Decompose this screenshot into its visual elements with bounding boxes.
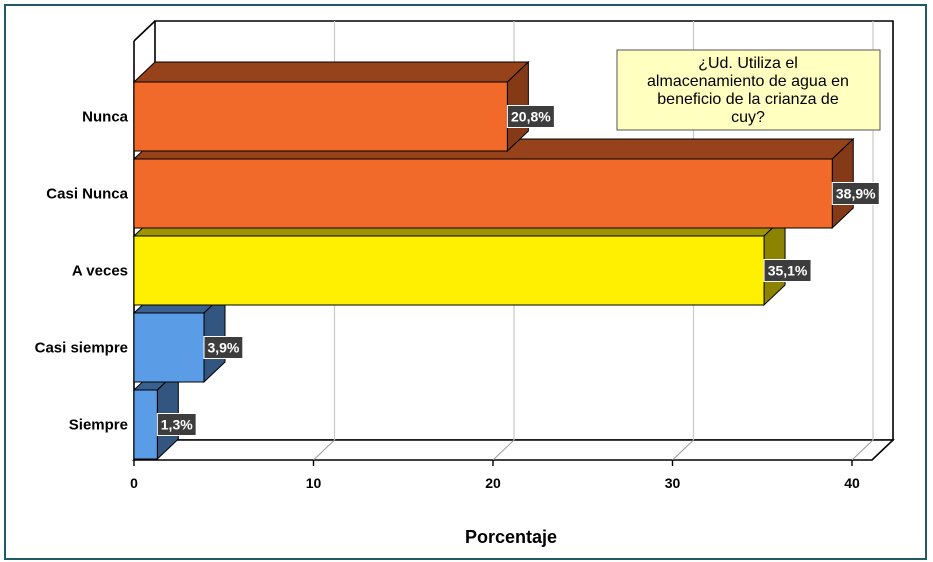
category-labels: Siempre Casi siempre A veces Casi Nunca Nunc…: [35, 109, 129, 434]
floor-gridline: [313, 439, 335, 461]
data-label-text: 1,3%: [161, 417, 193, 433]
category-label: Casi Nunca: [46, 186, 128, 203]
legend-title-line: cuy?: [731, 109, 765, 126]
legend-title-line: ¿Ud. Utiliza el: [698, 55, 798, 72]
bar-a-veces: [132, 214, 787, 307]
category-label: Siempre: [69, 417, 128, 434]
legend-background: [616, 49, 881, 131]
bar-siempre: [132, 368, 180, 461]
floor-gridline: [851, 439, 874, 461]
bar-front-face: [133, 389, 158, 460]
data-labels: 1,3% 3,9% 35,1% 38,9% 20,8%: [156, 105, 880, 436]
bar-top-face: [132, 61, 530, 83]
bar-nunca: [132, 60, 530, 153]
data-label: 3,9%: [203, 336, 244, 359]
category-label: Nunca: [82, 109, 129, 126]
data-label-box: [156, 413, 197, 436]
floor-gridline: [672, 439, 694, 461]
bar-chart: 1,3% 3,9% 35,1% 38,9% 20,8% Siempre Casi siem…: [35, 20, 895, 547]
data-label: 20,8%: [506, 105, 555, 128]
data-label: 38,9%: [831, 182, 880, 205]
bar-casi-nunca: [132, 137, 855, 230]
data-label-text: 20,8%: [511, 109, 551, 125]
data-label: 35,1%: [763, 259, 812, 282]
legend-title-line: almacenamiento de agua en: [647, 73, 849, 90]
x-tick-label: 30: [665, 475, 681, 491]
bar-front-face: [133, 81, 508, 152]
data-label-box: [831, 182, 880, 205]
bar-front-face: [133, 158, 833, 229]
data-label-text: 3,9%: [207, 340, 239, 356]
category-label: Casi siempre: [35, 340, 128, 357]
x-tick-labels: 0 10 20 30 40: [130, 475, 860, 491]
data-label: 1,3%: [156, 413, 197, 436]
chart-frame: 1,3% 3,9% 35,1% 38,9% 20,8% Siempre Casi siem…: [4, 4, 927, 560]
category-label: A veces: [72, 263, 128, 280]
bar-front-face: [133, 235, 765, 306]
data-label-box: [506, 105, 555, 128]
side-wall-edge: [133, 20, 156, 42]
floor-gridline: [492, 439, 515, 461]
x-tick-label: 10: [306, 475, 322, 491]
x-tick-label: 20: [485, 475, 501, 491]
legend-title-line: beneficio de la crianza de: [657, 91, 839, 108]
data-label-text: 35,1%: [768, 263, 808, 279]
data-label-text: 38,9%: [836, 186, 876, 202]
data-label-box: [763, 259, 812, 282]
x-tick-label: 40: [844, 475, 860, 491]
bar-front-face: [133, 312, 205, 383]
data-label-box: [203, 336, 244, 359]
bars: [132, 60, 855, 461]
floor: [132, 439, 895, 461]
x-axis-title: Porcentaje: [465, 527, 557, 547]
x-tick-label: 0: [130, 475, 138, 491]
